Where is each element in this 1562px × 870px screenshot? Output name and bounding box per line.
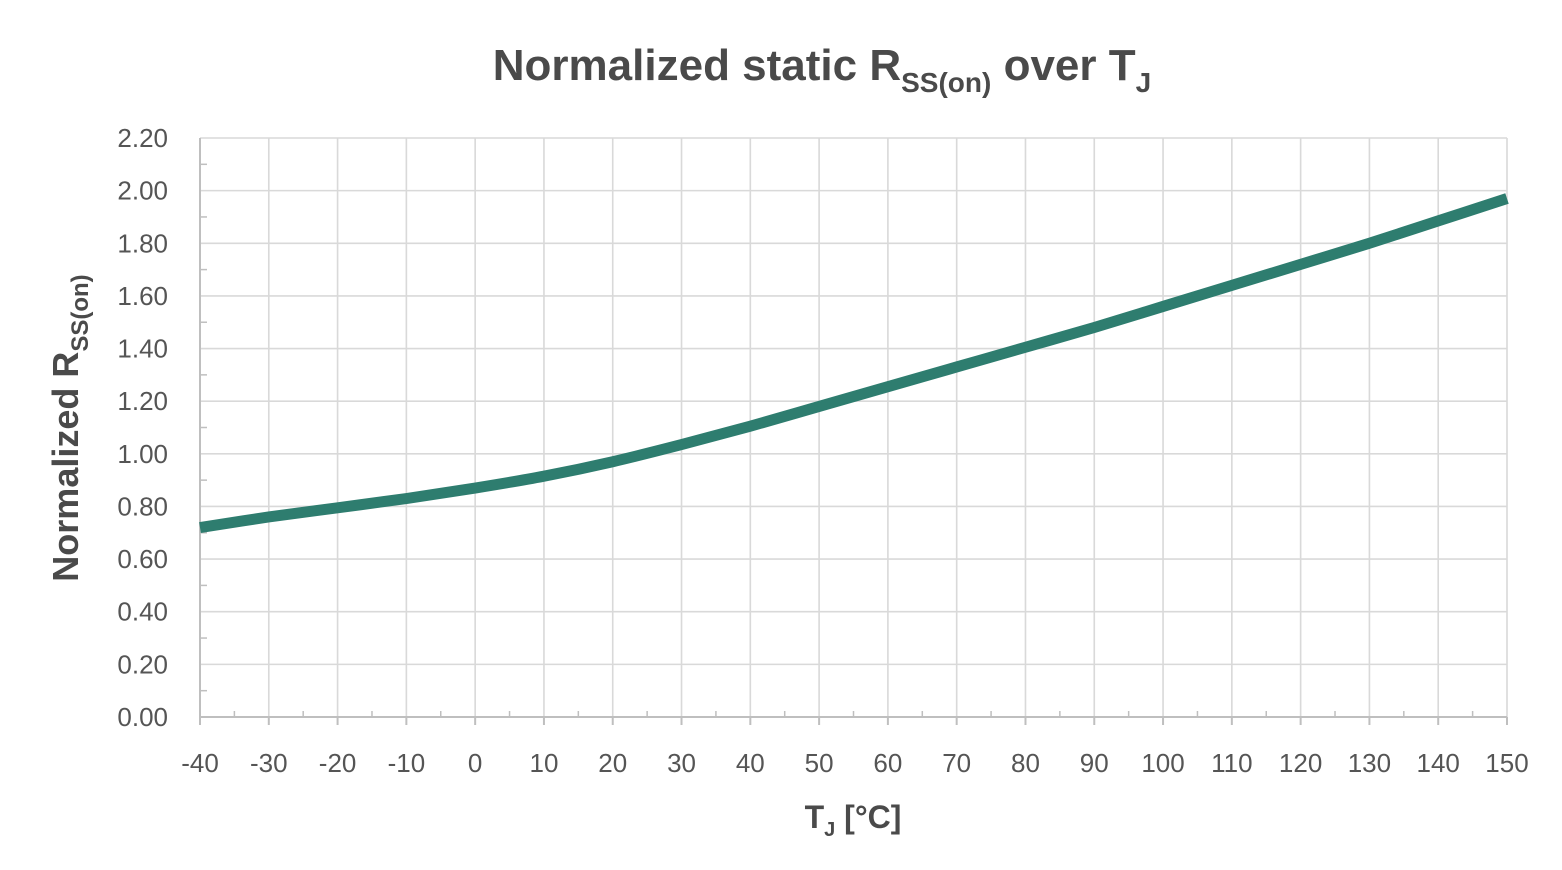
tick-labels: 0.00 0.20 0.40 0.60 0.80 1.00 1.20 1.40 1.60 1.80… (117, 123, 1528, 778)
x-tick-label: 0 (468, 748, 482, 778)
y-tick-label: 1.20 (117, 386, 168, 416)
y-tick-label: 1.40 (117, 334, 168, 364)
x-tick-label: 10 (529, 748, 558, 778)
x-tick-label: -30 (250, 748, 288, 778)
y-tick-label: 0.40 (117, 597, 168, 627)
x-tick-label: 80 (1011, 748, 1040, 778)
y-tick-label: 0.00 (117, 702, 168, 732)
y-axis-title: Normalized RSS(on) (45, 274, 94, 581)
x-axis-title: TJ [°C] (805, 799, 902, 841)
x-tick-label: 40 (736, 748, 765, 778)
y-tick-label: 2.20 (117, 123, 168, 153)
x-tick-label: 120 (1279, 748, 1322, 778)
y-tick-label: 1.00 (117, 439, 168, 469)
y-tick-label: 0.80 (117, 491, 168, 521)
x-tick-label: 60 (873, 748, 902, 778)
x-tick-label: 70 (942, 748, 971, 778)
y-tick-label: 0.20 (117, 649, 168, 679)
y-tick-label: 1.80 (117, 228, 168, 258)
x-tick-label: 50 (805, 748, 834, 778)
x-tick-label: -20 (319, 748, 357, 778)
x-tick-label: 100 (1141, 748, 1184, 778)
grid (200, 137, 1508, 717)
x-tick-label: 20 (598, 748, 627, 778)
axes (199, 138, 1508, 725)
x-tick-label: 140 (1417, 748, 1460, 778)
series-layer (199, 193, 1509, 533)
y-tick-label: 2.00 (117, 176, 168, 206)
x-tick-label: 130 (1348, 748, 1391, 778)
y-tick-label: 0.60 (117, 544, 168, 574)
x-tick-label: 110 (1211, 748, 1252, 778)
y-tick-label: 1.60 (117, 281, 168, 311)
x-tick-label: 150 (1485, 748, 1528, 778)
x-tick-label: 90 (1080, 748, 1109, 778)
chart-title: Normalized static RSS(on) over TJ (493, 41, 1151, 98)
x-tick-label: -10 (388, 748, 426, 778)
x-tick-label: -40 (181, 748, 219, 778)
series-line (199, 193, 1509, 533)
x-tick-label: 30 (667, 748, 696, 778)
